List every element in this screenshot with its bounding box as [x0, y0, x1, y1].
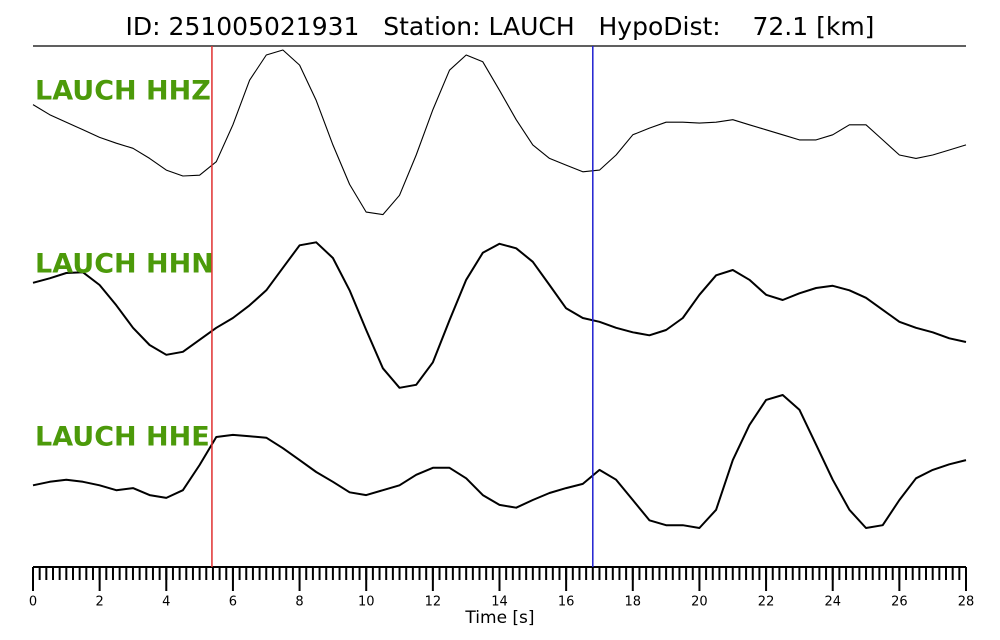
x-axis-label: Time [s] [464, 608, 534, 628]
x-tick-label: 4 [162, 595, 170, 610]
x-tick-label: 8 [295, 595, 303, 610]
trace-label: LAUCH HHZ [35, 76, 211, 107]
x-tick-label: 24 [824, 595, 841, 610]
x-tick-label: 18 [625, 595, 642, 610]
x-tick-label: 2 [96, 595, 104, 610]
x-tick-label: 12 [425, 595, 442, 610]
trace [32, 241, 967, 389]
trace [32, 49, 967, 216]
x-tick-label: 0 [29, 595, 37, 610]
x-tick-label: 10 [358, 595, 375, 610]
x-tick-label: 28 [958, 595, 975, 610]
x-tick-label: 20 [691, 595, 708, 610]
x-tick-label: 16 [558, 595, 575, 610]
x-tick-label: 14 [491, 595, 508, 610]
x-tick-label: 22 [758, 595, 775, 610]
trace [32, 394, 967, 529]
x-tick-label: 26 [891, 595, 908, 610]
trace-label: LAUCH HHN [35, 249, 214, 280]
x-tick-label: 6 [229, 595, 237, 610]
chart-title: ID: 251005021931 Station: LAUCH HypoDist… [126, 12, 875, 41]
trace-label: LAUCH HHE [35, 422, 210, 453]
